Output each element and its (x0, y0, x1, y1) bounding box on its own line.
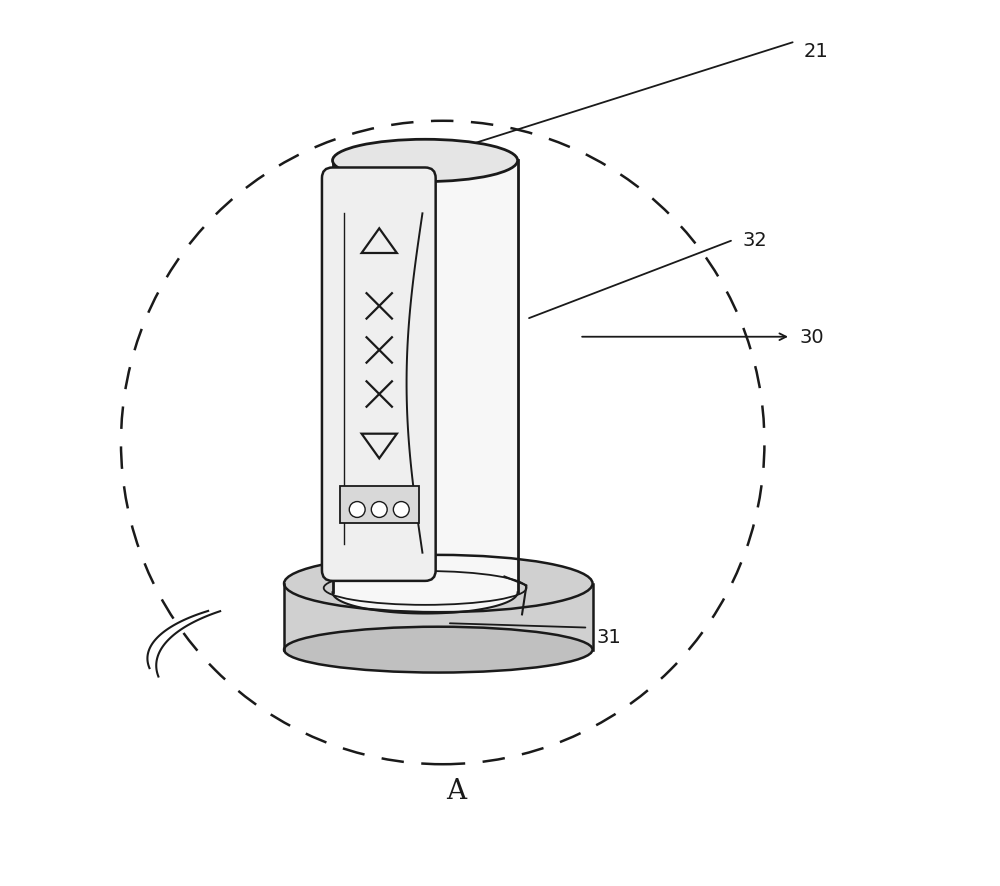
Text: 30: 30 (800, 328, 824, 346)
Text: A: A (446, 777, 466, 804)
Circle shape (393, 502, 409, 517)
Text: 32: 32 (742, 231, 767, 250)
Bar (340, 486, 419, 523)
Text: 21: 21 (804, 42, 829, 60)
Ellipse shape (284, 627, 593, 672)
Text: 31: 31 (597, 627, 622, 646)
Bar (284, 584, 593, 650)
Circle shape (349, 502, 365, 517)
FancyBboxPatch shape (322, 168, 436, 581)
Ellipse shape (333, 140, 518, 183)
Bar (333, 161, 518, 593)
Circle shape (371, 502, 387, 517)
Ellipse shape (333, 571, 518, 614)
Ellipse shape (284, 556, 593, 612)
